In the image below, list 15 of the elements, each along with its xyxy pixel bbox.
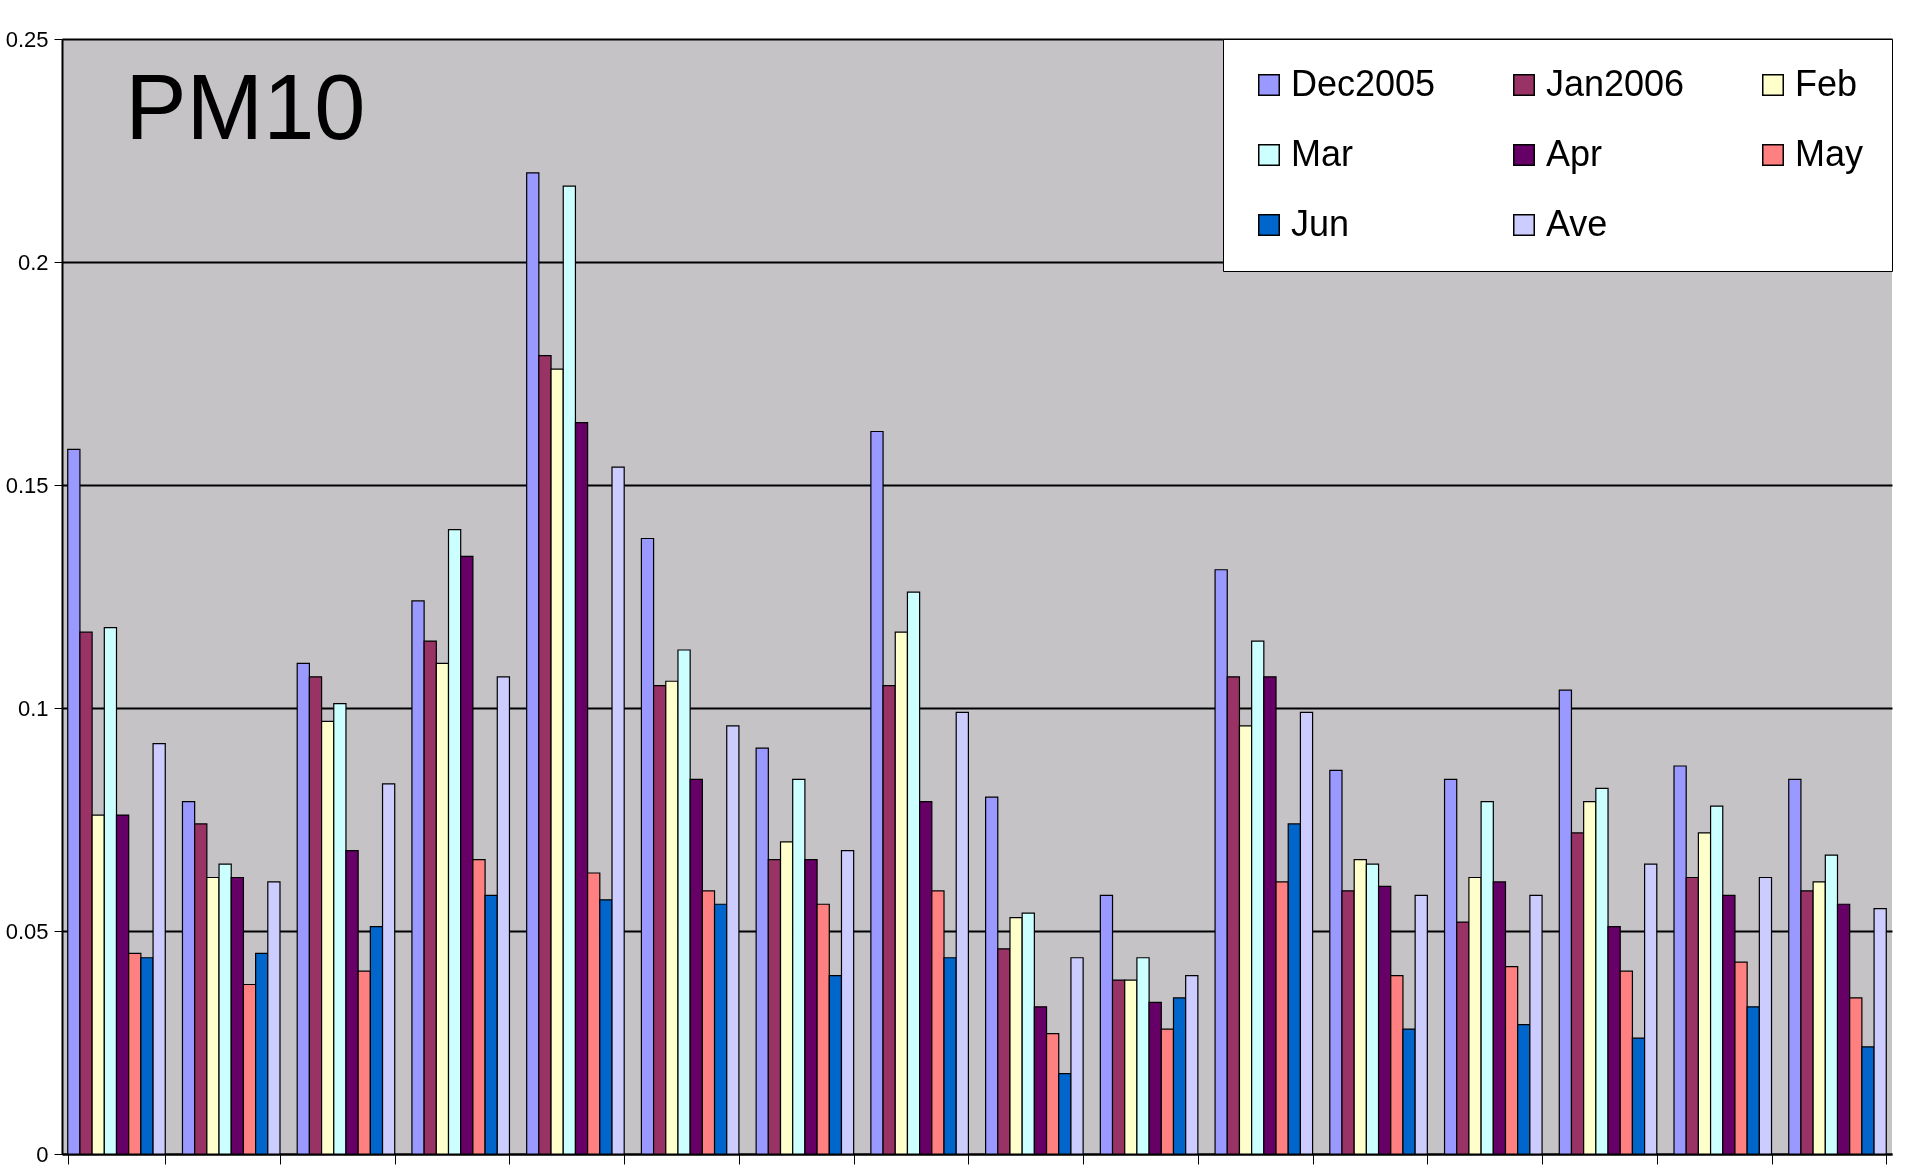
y-tick-label: 0.1 — [17, 695, 49, 721]
y-tick-label: 0.2 — [17, 249, 49, 275]
legend-label: Ave — [1546, 203, 1608, 244]
y-tick-label: 0.25 — [5, 26, 49, 52]
legend-label: Dec2005 — [1291, 63, 1436, 104]
y-tick-label: 0.15 — [5, 472, 49, 498]
legend-label: Mar — [1291, 133, 1354, 174]
chart-title: PM10 — [125, 56, 366, 158]
legend-label: Jun — [1291, 203, 1350, 244]
legend-label: Jan2006 — [1546, 63, 1685, 104]
y-tick-label: 0.05 — [5, 918, 49, 944]
y-tick-label: 0 — [36, 1141, 49, 1167]
legend-label: May — [1795, 133, 1864, 174]
legend-label: Apr — [1546, 133, 1603, 174]
legend-label: Feb — [1795, 63, 1858, 104]
